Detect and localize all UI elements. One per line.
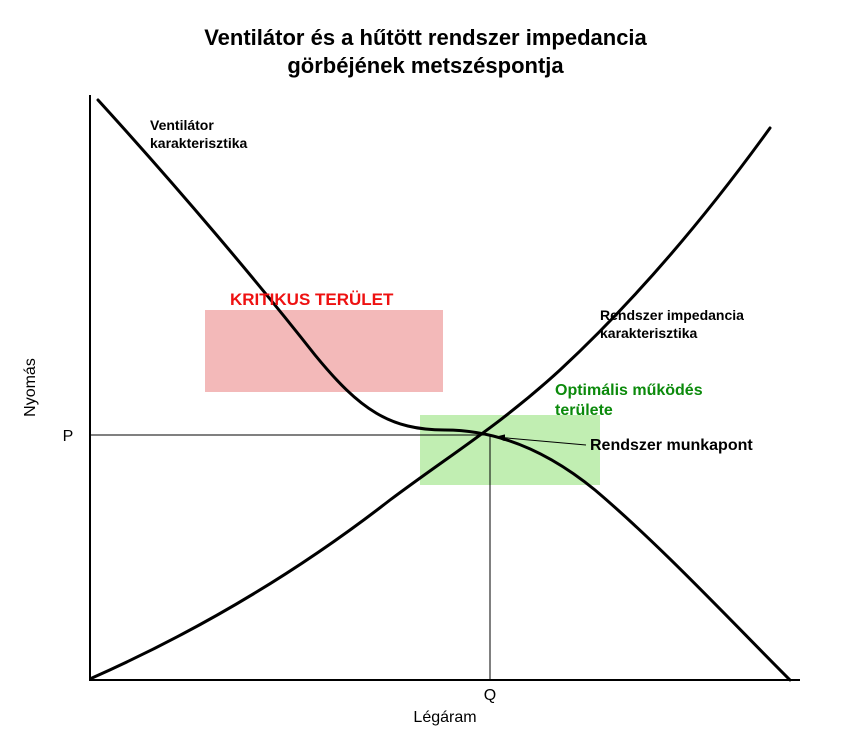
optimal-region-label-1: Optimális működés xyxy=(555,382,703,399)
q-tick-label: Q xyxy=(484,687,496,704)
fan-curve-label-1: Ventilátor xyxy=(150,117,214,133)
system-impedance-curve xyxy=(92,128,770,678)
fan-impedance-chart: Ventilátor és a hűtött rendszer impedanc… xyxy=(0,0,851,747)
critical-region xyxy=(205,310,443,392)
system-curve-label-2: karakterisztika xyxy=(600,325,698,341)
system-curve-label-1: Rendszer impedancia xyxy=(600,307,744,323)
critical-region-label: KRITIKUS TERÜLET xyxy=(230,290,394,309)
chart-title-line2: görbéjének metszéspontja xyxy=(287,53,564,78)
x-axis-label: Légáram xyxy=(413,709,476,726)
optimal-region-label-2: területe xyxy=(555,402,613,419)
chart-title-line1: Ventilátor és a hűtött rendszer impedanc… xyxy=(204,25,647,50)
fan-curve-label-2: karakterisztika xyxy=(150,135,248,151)
operating-point-label: Rendszer munkapont xyxy=(590,437,753,454)
y-axis-label: Nyomás xyxy=(22,358,39,417)
p-tick-label: P xyxy=(63,428,74,445)
